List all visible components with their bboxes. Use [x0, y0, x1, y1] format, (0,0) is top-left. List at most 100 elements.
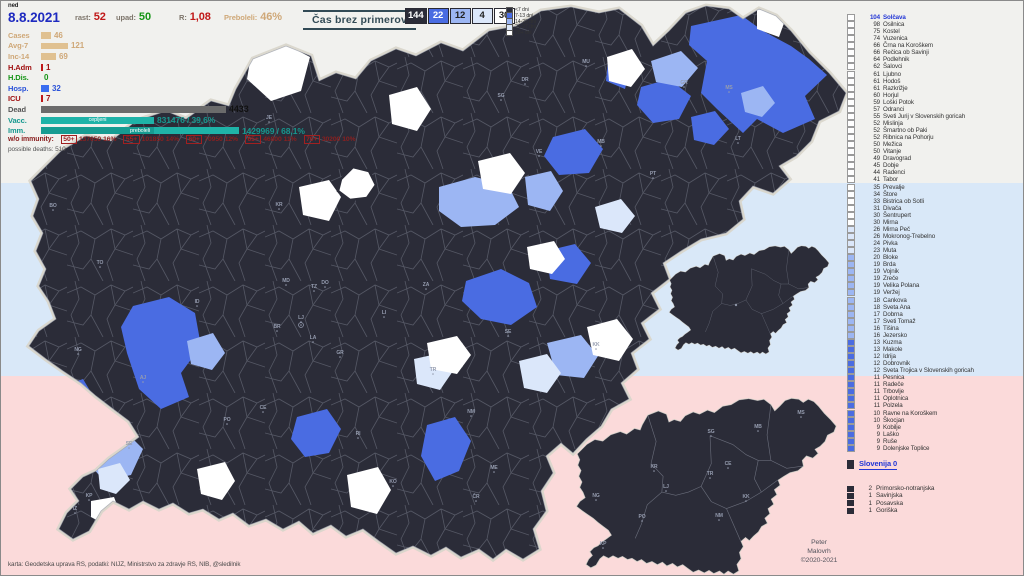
municipality-row[interactable]: 45 Dobje [847, 162, 1023, 170]
municipality-row[interactable]: 13 Kuzma [847, 338, 1023, 346]
municipality-row[interactable]: 11 Pesnica [847, 374, 1023, 382]
municipality-row[interactable]: 74 Vuzenica [847, 35, 1023, 43]
municipality-row[interactable]: 98 Osilnica [847, 21, 1023, 29]
municipality-days: 18 [873, 296, 880, 304]
municipality-row[interactable]: 13 Makole [847, 345, 1023, 353]
immunity-pct: 12% [224, 136, 238, 143]
municipality-row[interactable]: 35 Prevalje [847, 183, 1023, 191]
municipality-row[interactable]: 12 Dobrovnik [847, 360, 1023, 368]
municipality-row[interactable]: 9 Laško [847, 430, 1023, 438]
municipality-row[interactable]: 57 Odranci [847, 105, 1023, 113]
slovenia-total-link[interactable]: Slovenija 0 [859, 459, 898, 470]
municipality-row[interactable]: 44 Radenci [847, 169, 1023, 177]
municipality-swatch [847, 275, 855, 283]
municipality-row[interactable]: 9 Dolenjske Toplice [847, 444, 1023, 452]
map-label-me: ME [490, 465, 498, 471]
municipality-days: 75 [873, 28, 880, 36]
municipality-row[interactable]: 11 Polzela [847, 402, 1023, 410]
municipality-row[interactable]: 30 Šentrupert [847, 211, 1023, 219]
municipality-row[interactable]: 30 Mirna [847, 218, 1023, 226]
map-label-gr: GR [680, 80, 688, 86]
municipality-row[interactable]: 9 Kobilje [847, 423, 1023, 431]
municipality-row[interactable]: 17 Sveti Tomaž [847, 317, 1023, 325]
municipality-row[interactable]: 18 Sveta Ana [847, 303, 1023, 311]
municipality-row[interactable]: 41 Tabor [847, 176, 1023, 184]
municipality-days: 18 [873, 303, 880, 311]
municipality-row[interactable]: 52 Šmartno ob Paki [847, 127, 1023, 135]
municipality-days: 19 [873, 275, 880, 283]
municipality-row[interactable]: 23 Muta [847, 247, 1023, 255]
municipality-row[interactable]: 19 Zreče [847, 275, 1023, 283]
municipality-days: 9 [876, 444, 880, 452]
map-label-dot [432, 373, 434, 375]
municipality-swatch [847, 324, 855, 332]
region-row[interactable]: 1 Goriška [847, 507, 1023, 514]
municipality-row[interactable]: 62 Šalovci [847, 63, 1023, 71]
municipality-row[interactable]: 50 Mežica [847, 141, 1023, 149]
municipality-days: 66 [873, 42, 880, 50]
municipality-row[interactable]: 11 Trbovlje [847, 388, 1023, 396]
municipality-row[interactable]: 66 Rečica ob Savinji [847, 49, 1023, 57]
municipality-row[interactable]: 50 Vitanje [847, 148, 1023, 156]
municipality-row[interactable]: 104 Solčava [847, 14, 1023, 22]
municipality-row[interactable]: 26 Mirna Peč [847, 225, 1023, 233]
legend-count-t3: 12 [449, 8, 471, 24]
municipality-row[interactable]: 52 Mislinja [847, 119, 1023, 127]
map-label-pt: PT [650, 171, 656, 177]
municipality-row[interactable]: 49 Dravograd [847, 155, 1023, 163]
municipality-row[interactable]: 11 Radeče [847, 381, 1023, 389]
growth-value: 52 [93, 11, 106, 23]
region-row[interactable]: 1 Savinjska [847, 492, 1023, 499]
slovenia-total-row[interactable]: Slovenija 0 [847, 459, 897, 470]
municipality-row[interactable]: 19 Veržej [847, 289, 1023, 297]
municipality-row[interactable]: 61 Razkrižje [847, 84, 1023, 92]
municipality-row[interactable]: 20 Bloke [847, 254, 1023, 262]
municipality-name: Zreče [883, 275, 899, 283]
municipality-row[interactable]: 24 Pivka [847, 240, 1023, 248]
municipality-row[interactable]: 19 Brda [847, 261, 1023, 269]
municipality-name: Tišina [883, 324, 899, 332]
municipality-row[interactable]: 12 Idrija [847, 353, 1023, 361]
outlined-lake-area [336, 165, 378, 202]
municipality-row[interactable]: 61 Hodoš [847, 77, 1023, 85]
region-row[interactable]: 2 Primorsko-notranjska [847, 485, 1023, 492]
municipality-row[interactable]: 31 Divača [847, 204, 1023, 212]
region-count: 1 [868, 499, 873, 507]
municipality-name: Sveta Ana [883, 303, 911, 311]
municipality-row[interactable]: 64 Podlehnik [847, 56, 1023, 64]
municipality-row[interactable]: 75 Kostel [847, 28, 1023, 36]
municipality-row[interactable]: 26 Mokronog-Trebelno [847, 232, 1023, 240]
municipality-row[interactable]: 17 Dobrna [847, 310, 1023, 318]
municipality-row[interactable]: 9 Ruše [847, 437, 1023, 445]
municipality-row[interactable]: 60 Horjul [847, 91, 1023, 99]
region-swatch [847, 507, 854, 514]
municipality-row[interactable]: 61 Ljubno [847, 70, 1023, 78]
map-label-dot [142, 381, 144, 383]
municipality-row[interactable]: 10 Škocjan [847, 416, 1023, 424]
municipality-row[interactable]: 55 Sveti Jurij v Slovenskih goricah [847, 112, 1023, 120]
municipality-swatch [847, 204, 855, 212]
municipality-row[interactable]: 12 Sveta Trojica v Slovenskih goricah [847, 367, 1023, 375]
municipality-row[interactable]: 11 Oplotnica [847, 395, 1023, 403]
municipality-row[interactable]: 16 Tišina [847, 324, 1023, 332]
municipality-row[interactable]: 18 Cankova [847, 296, 1023, 304]
region-row[interactable]: 1 Posavska [847, 500, 1023, 507]
municipality-row[interactable]: 66 Črna na Koroškem [847, 42, 1023, 50]
municipality-row[interactable]: 52 Ribnica na Pohorju [847, 134, 1023, 142]
map-label-aj: AJ [140, 375, 147, 381]
municipality-row[interactable]: 19 Velika Polana [847, 282, 1023, 290]
municipality-row[interactable]: 16 Jezersko [847, 331, 1023, 339]
map-label-dot [500, 99, 502, 101]
legend-item: 28+ dni [506, 29, 536, 37]
map-label-tr: TR [707, 471, 714, 477]
municipality-name: Cankova [883, 296, 907, 304]
municipality-row[interactable]: 10 Ravne na Koroškem [847, 409, 1023, 417]
map-label-za: ZA [423, 282, 430, 288]
municipality-row[interactable]: 19 Vojnik [847, 268, 1023, 276]
municipality-row[interactable]: 34 Štore [847, 190, 1023, 198]
municipality-name: Dolenjske Toplice [883, 444, 930, 452]
map-label-bo: BO [49, 203, 57, 209]
municipality-row[interactable]: 59 Loški Potok [847, 98, 1023, 106]
municipality-name: Mislinja [883, 119, 903, 127]
municipality-row[interactable]: 33 Bistrica ob Sotli [847, 197, 1023, 205]
